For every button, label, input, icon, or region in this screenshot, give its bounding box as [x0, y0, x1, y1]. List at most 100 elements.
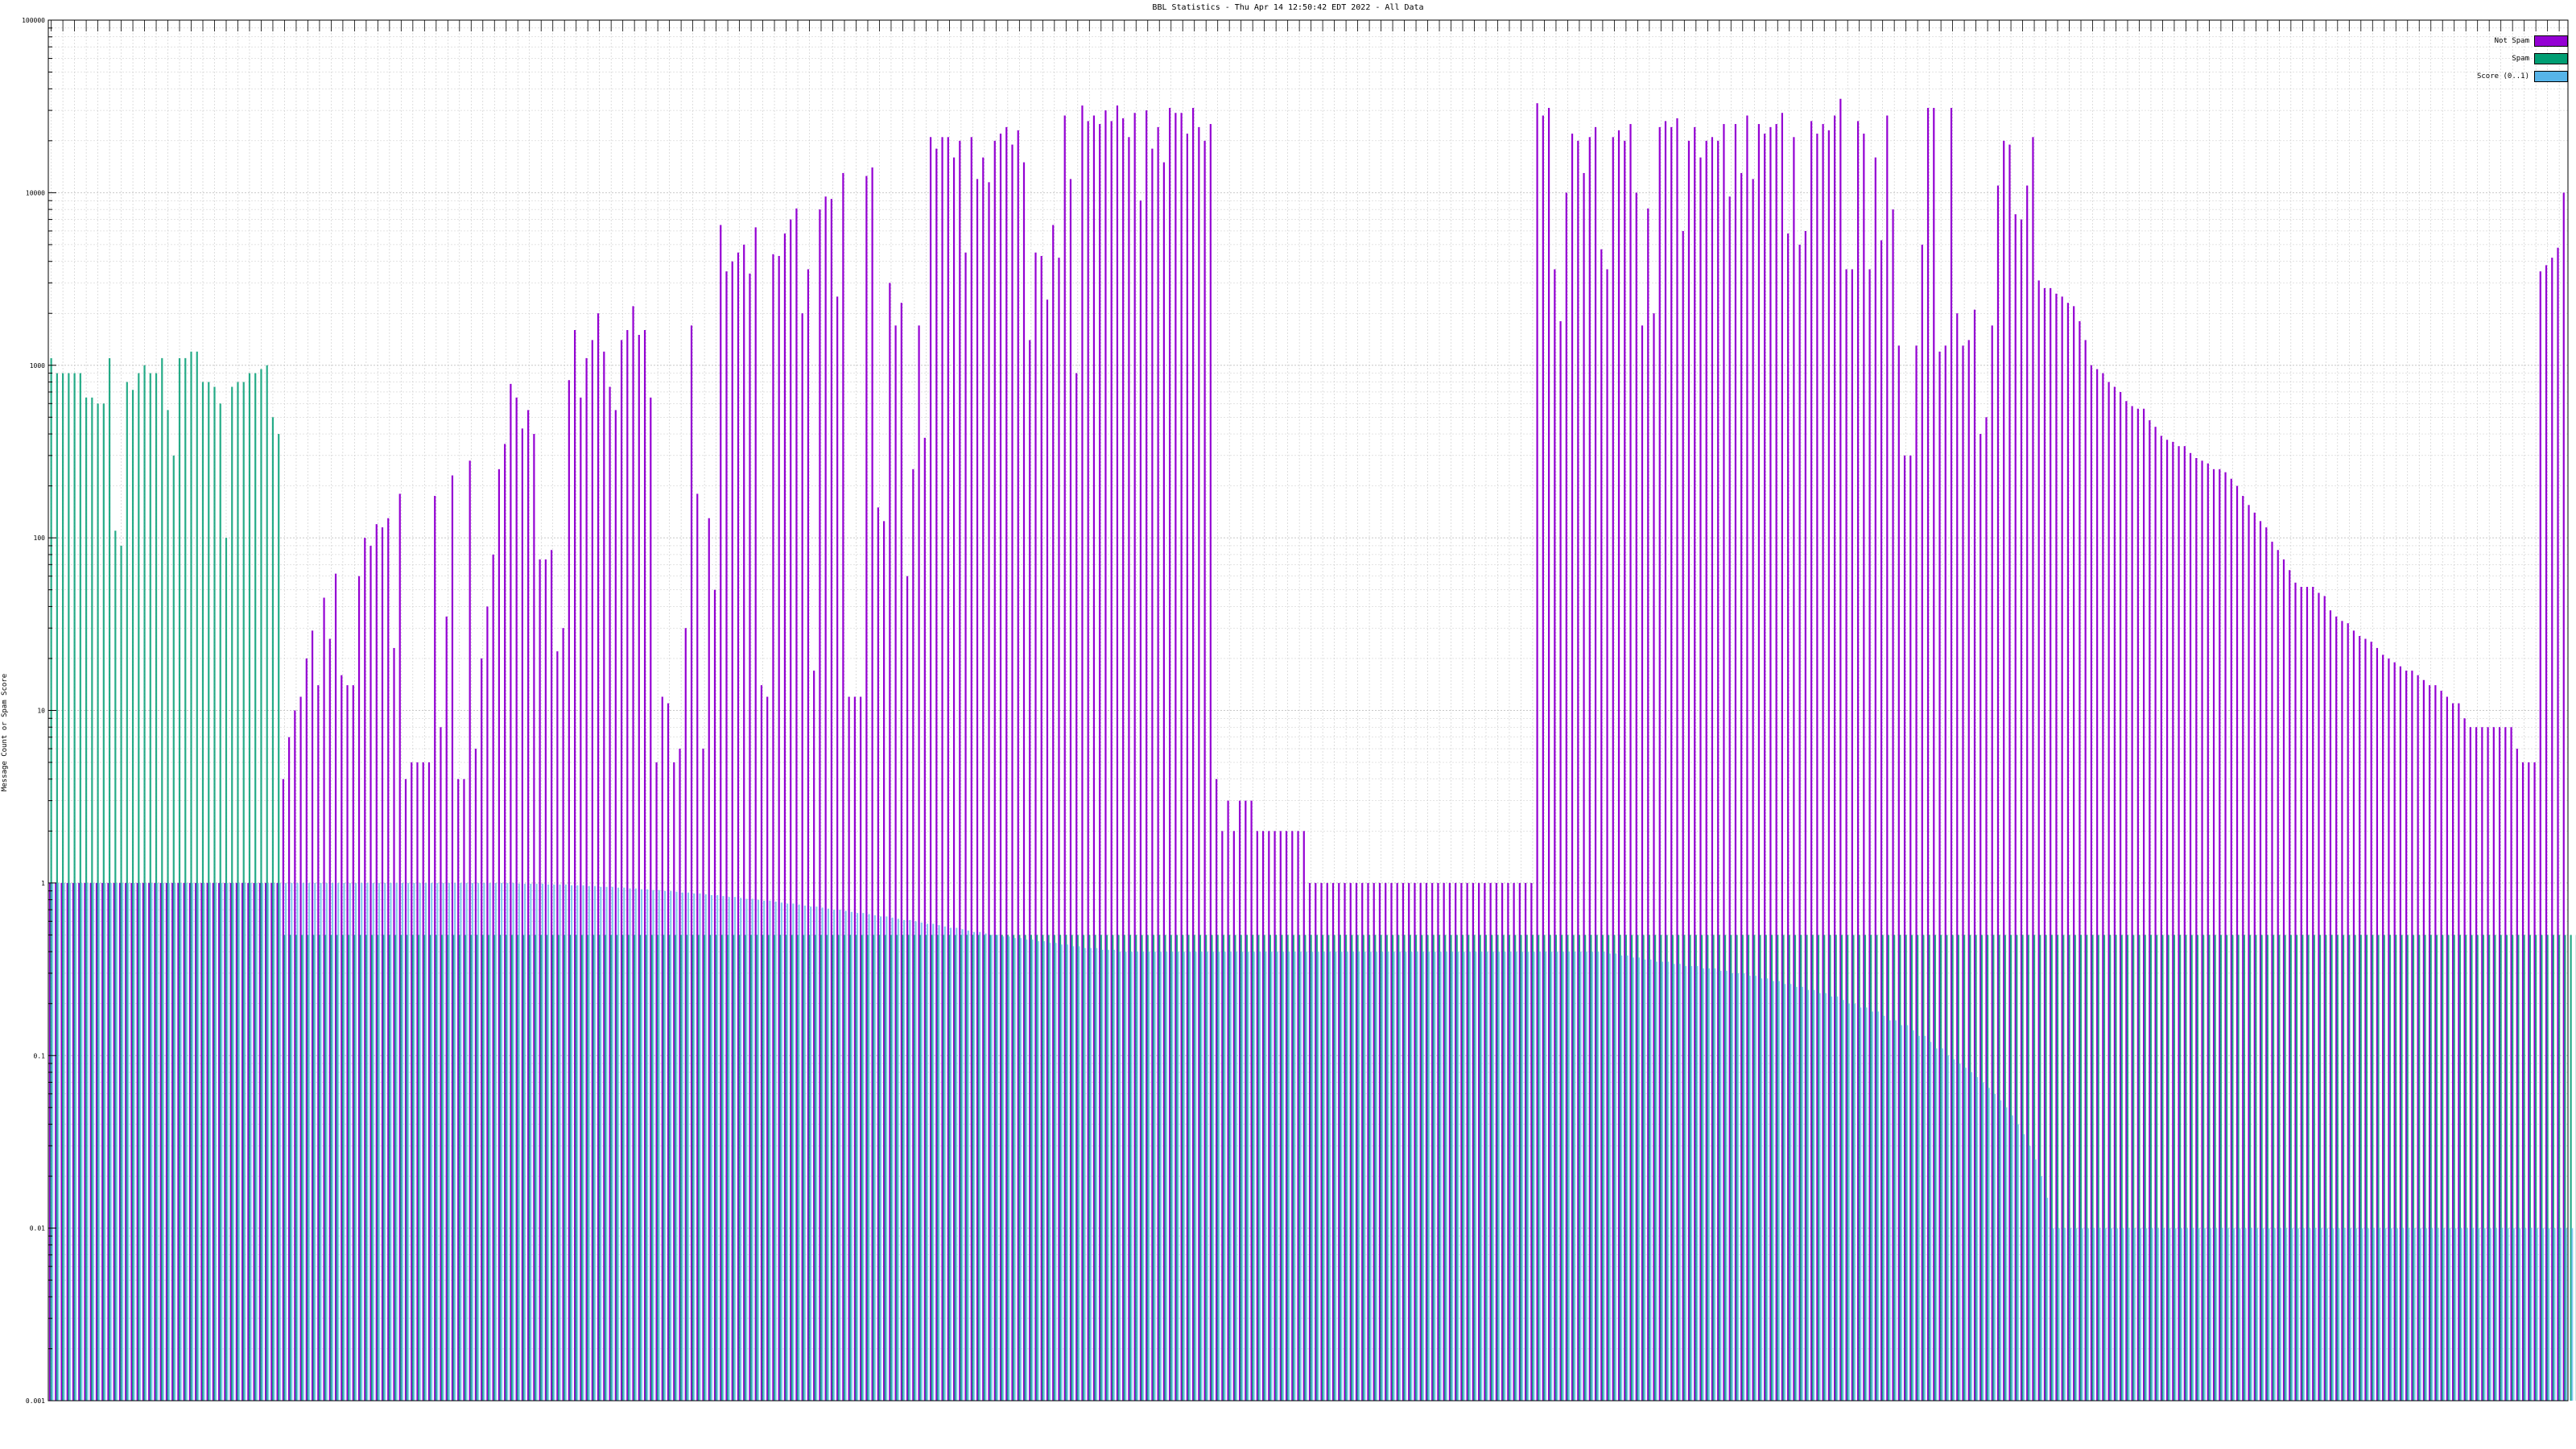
bar-spam: [1374, 935, 1377, 1401]
bar-score: [2198, 1228, 2200, 1401]
bar-spam: [2429, 935, 2432, 1401]
bar-score: [1748, 976, 1751, 1401]
bar-not-spam: [1425, 882, 1428, 1401]
bar-score: [1761, 978, 1763, 1401]
bar-score: [2431, 1228, 2434, 1401]
bar-score: [2075, 1228, 2078, 1401]
bar-score: [1988, 1088, 1990, 1401]
bar-not-spam: [1069, 179, 1072, 1401]
bar-score: [1790, 984, 1792, 1401]
bar-score: [2273, 1228, 2276, 1401]
bar-not-spam: [1227, 800, 1229, 1401]
y-tick-label: 0.1: [34, 1052, 46, 1059]
bar-not-spam: [416, 762, 419, 1401]
bar-not-spam: [1740, 172, 1743, 1402]
bar-score: [2058, 1228, 2060, 1401]
bar-not-spam: [2504, 727, 2507, 1401]
bar-spam: [50, 357, 52, 1401]
bar-not-spam: [2003, 140, 2005, 1402]
bar-score: [2268, 1228, 2270, 1401]
bar-not-spam: [2422, 679, 2425, 1401]
bar-score: [1299, 952, 1302, 1401]
bar-not-spam: [2341, 621, 2343, 1401]
bar-spam: [1322, 935, 1324, 1401]
y-tick-label: 0.01: [30, 1225, 45, 1232]
bar-not-spam: [830, 199, 833, 1402]
bar-spam: [1123, 935, 1125, 1401]
bar-not-spam: [492, 554, 494, 1401]
bar-not-spam: [130, 882, 133, 1401]
bar-score: [646, 889, 649, 1401]
bar-not-spam: [1484, 882, 1486, 1401]
bar-score: [1066, 944, 1069, 1401]
bar-spam: [849, 935, 852, 1401]
bar-score: [1265, 952, 1267, 1401]
bar-not-spam: [801, 313, 803, 1402]
bar-spam: [989, 935, 992, 1401]
bar-score: [1002, 936, 1005, 1401]
bar-not-spam: [1793, 137, 1795, 1402]
bar-spam: [470, 935, 473, 1401]
bar-spam: [2447, 935, 2450, 1401]
bar-not-spam: [334, 573, 337, 1401]
bar-spam: [1105, 935, 1108, 1401]
bar-not-spam: [1489, 882, 1492, 1401]
bar-score: [1772, 980, 1774, 1401]
bar-score: [1684, 966, 1687, 1401]
bar-not-spam: [1950, 108, 1953, 1402]
bar-spam: [1928, 935, 1930, 1401]
bar-score: [897, 919, 899, 1401]
bar-score: [523, 883, 526, 1401]
bar-not-spam: [889, 283, 891, 1401]
bar-not-spam: [713, 589, 716, 1401]
bar-not-spam: [1355, 882, 1358, 1401]
bar-not-spam: [136, 882, 138, 1401]
bar-score: [168, 882, 171, 1401]
bar-spam: [68, 373, 70, 1401]
bar-not-spam: [2487, 727, 2489, 1401]
bar-score: [2215, 1228, 2218, 1401]
bar-not-spam: [556, 651, 559, 1401]
bar-spam: [318, 935, 321, 1401]
bar-score: [1900, 1025, 1903, 1401]
bar-score: [1842, 1000, 1844, 1401]
bar-spam: [1484, 935, 1488, 1401]
bar-spam: [2179, 935, 2182, 1401]
bar-spam: [657, 935, 659, 1401]
bar-score: [1923, 1035, 1926, 1401]
bar-not-spam: [247, 882, 250, 1401]
bar-spam: [2458, 935, 2462, 1401]
bar-spam: [580, 935, 584, 1401]
bar-not-spam: [720, 225, 722, 1401]
bar-spam: [569, 935, 572, 1401]
bar-spam: [406, 935, 408, 1401]
bar-score: [559, 884, 561, 1401]
bar-score: [1550, 952, 1553, 1401]
bar-score: [2338, 1228, 2340, 1401]
bar-score: [1055, 943, 1057, 1401]
bar-score: [1142, 952, 1145, 1401]
bar-score: [2139, 1228, 2142, 1401]
bar-spam: [1216, 935, 1219, 1401]
bar-not-spam: [1845, 269, 1847, 1401]
bar-score: [902, 919, 906, 1401]
bar-spam: [2161, 935, 2164, 1401]
bar-spam: [458, 935, 460, 1401]
bar-not-spam: [1110, 121, 1113, 1402]
bar-not-spam: [2452, 703, 2454, 1401]
bar-score: [1381, 952, 1384, 1401]
bar-spam: [2500, 935, 2502, 1401]
bar-not-spam: [481, 658, 483, 1401]
bar-spam: [796, 935, 799, 1401]
bar-not-spam: [411, 762, 413, 1401]
bar-spam: [1823, 935, 1826, 1401]
bar-spam: [803, 935, 805, 1401]
bar-score: [1311, 952, 1314, 1401]
bar-spam: [983, 935, 985, 1401]
bar-score: [1707, 968, 1711, 1401]
bar-not-spam: [2096, 369, 2099, 1401]
bar-spam: [1992, 935, 1995, 1401]
bar-not-spam: [1547, 108, 1550, 1402]
bar-not-spam: [1967, 340, 1970, 1401]
bar-score: [185, 882, 188, 1401]
